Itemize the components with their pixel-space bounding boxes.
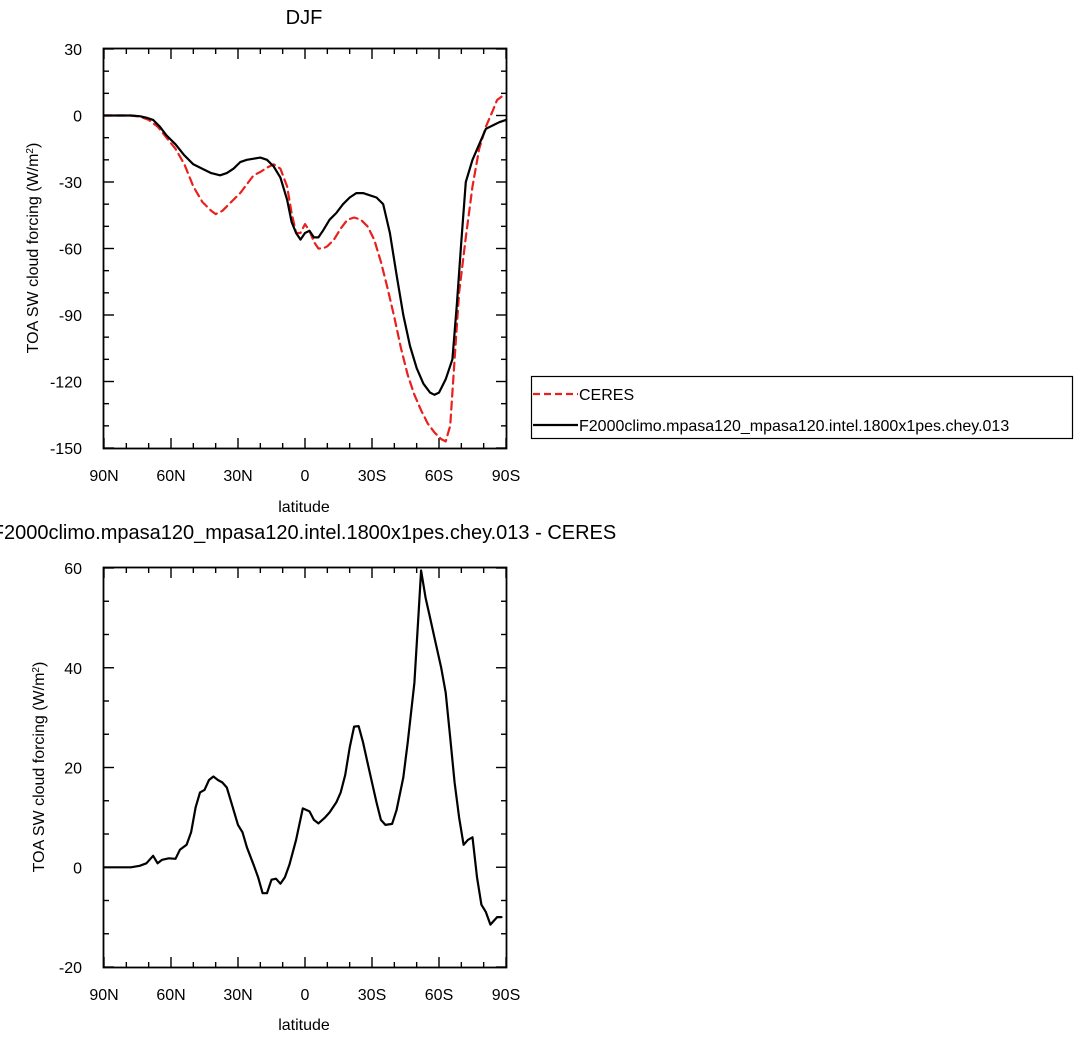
bottom-x-tick-labels: 90N 60N 30N 0 30S 60S 90S — [89, 987, 520, 1004]
top-y-axis-label: TOA SW cloud forcing (W/m2) — [25, 143, 43, 354]
bottom-y-tick-label: 20 — [64, 761, 82, 778]
top-plot-frame — [102, 47, 508, 450]
top-x-tick-label: 60N — [156, 468, 185, 485]
bottom-chart-title: F2000climo.mpasa120_mpasa120.intel.1800x… — [0, 522, 616, 544]
top-series-lines — [102, 95, 508, 443]
bottom-y-tick-label: -20 — [59, 960, 82, 977]
bottom-series-lines — [102, 569, 503, 926]
top-x-axis-label: latitude — [278, 499, 330, 516]
legend: CERES F2000climo.mpasa120_mpasa120.intel… — [530, 375, 1074, 440]
bottom-y-tick-label: 60 — [64, 561, 82, 578]
top-x-tick-label: 90S — [492, 468, 520, 485]
top-x-tick-labels: 90N 60N 30N 0 30S 60S 90S — [89, 468, 520, 485]
top-x-tick-label: 90N — [89, 468, 118, 485]
top-x-tick-label: 30S — [358, 468, 386, 485]
top-chart-title: DJF — [286, 7, 323, 29]
top-y-tick-label: -90 — [59, 308, 82, 325]
bottom-y-tick-labels: 60 40 20 0 -20 — [59, 561, 82, 977]
legend-label-ceres: CERES — [579, 387, 634, 404]
top-y-tick-labels: 30 0 -30 -60 -90 -120 -150 — [50, 42, 82, 458]
top-series-line-1 — [102, 95, 508, 443]
top-axis-ticks — [103, 48, 507, 449]
bottom-x-tick-label: 90S — [492, 987, 520, 1004]
legend-frame — [530, 375, 1074, 440]
bottom-x-tick-label: 60S — [425, 987, 453, 1004]
top-y-tick-label: 0 — [73, 109, 82, 126]
top-x-tick-label: 60S — [425, 468, 453, 485]
top-x-tick-label: 0 — [301, 468, 310, 485]
top-y-tick-label: -150 — [50, 441, 82, 458]
bottom-axis-ticks — [103, 567, 507, 968]
bottom-y-axis-label: TOA SW cloud forcing (W/m2) — [31, 662, 49, 873]
top-y-tick-label: -30 — [59, 175, 82, 192]
top-y-tick-label: 30 — [64, 42, 82, 59]
top-series-line-2 — [102, 114, 508, 396]
bottom-x-axis-label: latitude — [278, 1017, 330, 1034]
bottom-panel: F2000climo.mpasa120_mpasa120.intel.1800x… — [0, 522, 616, 1034]
bottom-x-tick-label: 30N — [223, 987, 252, 1004]
bottom-x-tick-label: 90N — [89, 987, 118, 1004]
bottom-plot-frame — [102, 566, 508, 969]
bottom-x-tick-label: 60N — [156, 987, 185, 1004]
top-y-tick-label: -120 — [50, 375, 82, 392]
bottom-series-line-1 — [102, 569, 503, 926]
top-panel: DJF 30 0 -30 -60 -90 -120 -150 90N 60N 30N 0 30S 60… — [25, 7, 521, 516]
bottom-x-tick-label: 30S — [358, 987, 386, 1004]
legend-label-model: F2000climo.mpasa120_mpasa120.intel.1800x… — [579, 418, 1009, 435]
bottom-x-tick-label: 0 — [301, 987, 310, 1004]
bottom-y-tick-label: 0 — [73, 860, 82, 877]
top-y-tick-label: -60 — [59, 242, 82, 259]
top-x-tick-label: 30N — [223, 468, 252, 485]
bottom-y-tick-label: 40 — [64, 661, 82, 678]
